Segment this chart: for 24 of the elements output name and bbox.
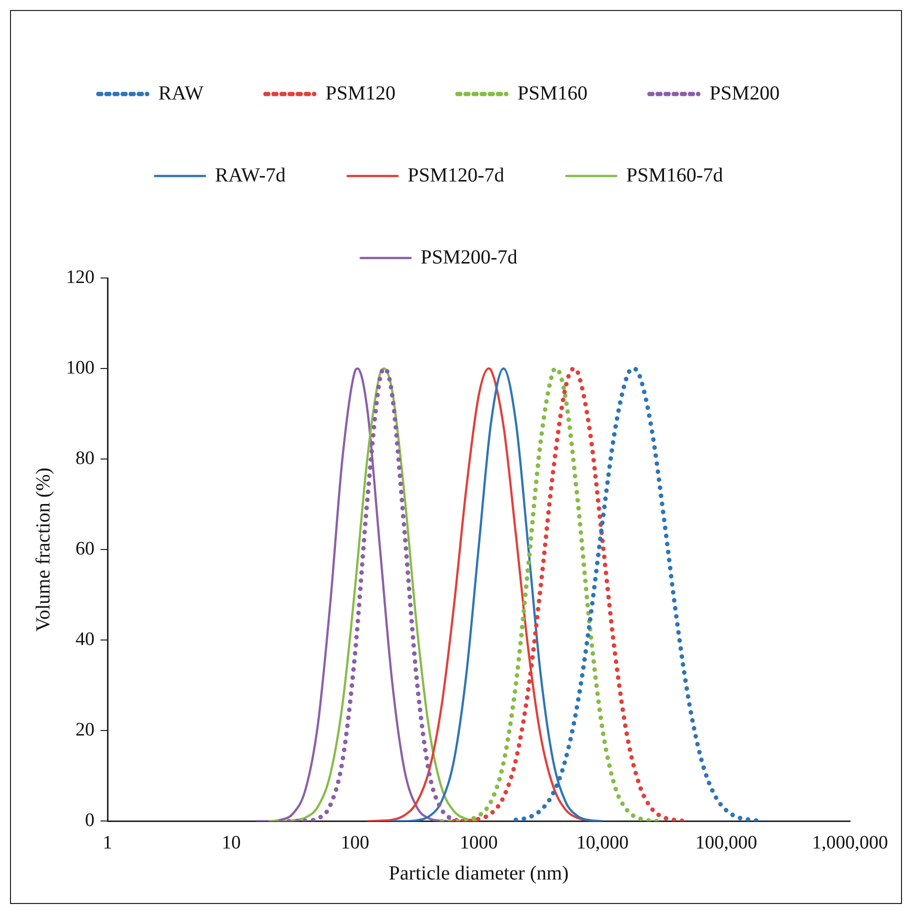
y-axis-title: Volume fraction (%)	[32, 468, 54, 632]
legend-label: PSM160	[518, 82, 588, 104]
legend-label: PSM160-7d	[626, 164, 724, 186]
y-tick-label: 100	[66, 358, 94, 379]
x-tick-label: 1,000,000	[812, 832, 888, 854]
x-tick-label: 10,000	[576, 832, 629, 854]
legend-label: PSM200	[710, 82, 780, 104]
y-tick-label: 0	[85, 810, 94, 832]
x-tick-label: 100	[340, 832, 370, 854]
y-tick-label: 120	[66, 266, 94, 288]
y-tick-label: 80	[76, 448, 94, 470]
x-tick-label: 1	[102, 832, 112, 854]
legend-label: RAW-7d	[215, 164, 286, 186]
legend-label: PSM120-7d	[408, 164, 504, 186]
legend-label: PSM120	[325, 82, 396, 104]
y-tick-label: 40	[76, 629, 94, 650]
y-tick-label: 60	[76, 538, 94, 560]
y-tick-label: 20	[76, 720, 94, 741]
x-tick-label: 10	[222, 832, 241, 854]
x-tick-label: 1000	[460, 832, 498, 854]
legend-label: PSM200-7d	[420, 246, 518, 268]
legend-label: RAW	[158, 82, 204, 104]
x-axis-title: Particle diameter (nm)	[388, 862, 569, 884]
x-tick-label: 100,000	[695, 832, 758, 854]
